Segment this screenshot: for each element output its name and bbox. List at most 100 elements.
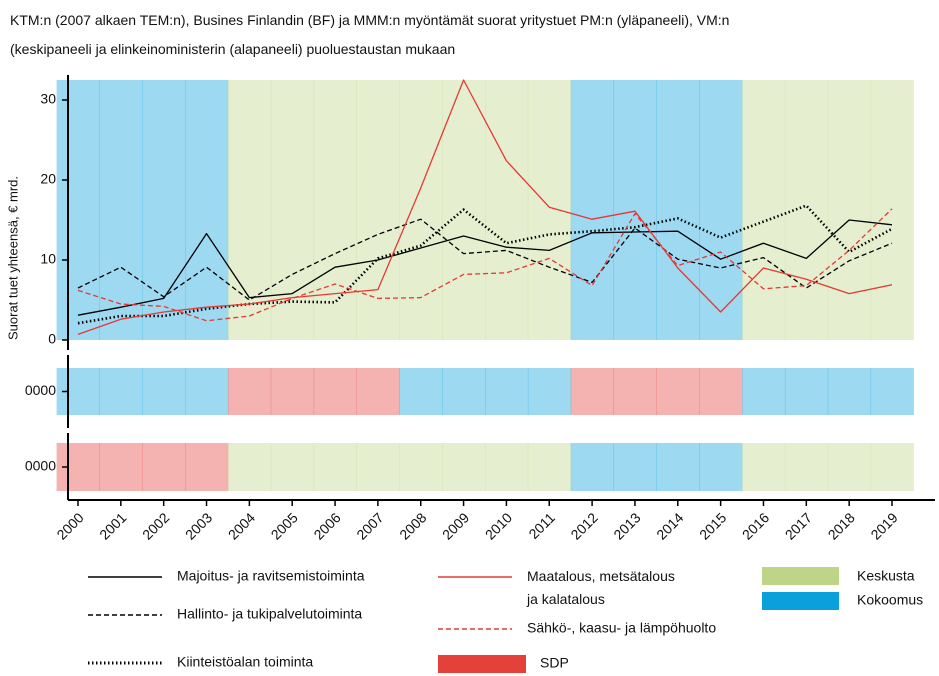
party-band: [442, 443, 486, 491]
party-band: [99, 443, 143, 491]
series-line: [77, 208, 893, 322]
x-tick-label: 2016: [739, 509, 772, 542]
x-tick-label: 2007: [353, 509, 386, 542]
party-band: [356, 443, 400, 491]
party-band: [613, 368, 657, 415]
party-band: [485, 80, 529, 340]
party-band: [656, 80, 700, 340]
x-tick-label: 2018: [825, 509, 858, 542]
x-tick-label: 2011: [525, 509, 558, 542]
party-band: [227, 443, 272, 491]
x-tick-label: 2015: [696, 509, 729, 542]
legend-label: Majoitus- ja ravitsemistoiminta: [177, 568, 365, 584]
party-band: [399, 368, 443, 415]
legend-label: Kiinteistöalan toiminta: [177, 654, 313, 670]
party-band: [656, 368, 700, 415]
party-band: [742, 443, 786, 491]
legend-label: Hallinto- ja tukipalvelutoiminta: [177, 606, 362, 622]
x-tick-label: 2012: [568, 509, 601, 542]
x-tick-label: 2006: [310, 509, 343, 542]
legend-label: Kokoomus: [857, 592, 923, 608]
party-band: [699, 368, 743, 415]
party-band: [784, 368, 829, 415]
x-tick-label: 2002: [139, 509, 172, 542]
party-band: [56, 80, 100, 340]
panel-tick-label: 0000: [25, 458, 56, 474]
party-band: [142, 368, 186, 415]
party-band: [485, 368, 529, 415]
chart-title: KTM:n (2007 alkaen TEM:n), Busines Finla…: [10, 12, 730, 57]
x-tick-label: 2004: [225, 509, 258, 542]
party-band: [656, 443, 700, 491]
series-line: [77, 218, 893, 301]
panel-tick-label: 0000: [25, 382, 56, 398]
party-band: [742, 368, 786, 415]
party-band: [185, 443, 229, 491]
legend-swatch: [762, 592, 839, 610]
party-band: [527, 443, 572, 491]
legend-label: Sähkö-, kaasu- ja lämpöhuolto: [527, 620, 716, 636]
party-band: [870, 443, 914, 491]
party-band: [527, 368, 572, 415]
x-tick-label: 2000: [53, 509, 86, 542]
party-band: [827, 80, 872, 340]
party-band: [742, 80, 786, 340]
x-tick-label: 2019: [867, 509, 900, 542]
party-band: [313, 80, 357, 340]
party-band: [827, 368, 872, 415]
party-band: [227, 368, 272, 415]
y-tick-label: 10: [40, 251, 56, 267]
x-tick-label: 2008: [396, 509, 429, 542]
party-band: [142, 443, 186, 491]
legend-swatch: [438, 655, 526, 673]
party-band: [442, 368, 486, 415]
x-tick-label: 2017: [782, 509, 815, 542]
party-band: [227, 80, 272, 340]
party-band: [270, 368, 315, 415]
party-band: [527, 80, 572, 340]
party-band: [870, 368, 914, 415]
party-band: [570, 443, 615, 491]
party-band: [699, 80, 743, 340]
party-band: [270, 80, 315, 340]
party-band: [870, 80, 914, 340]
party-band: [356, 368, 400, 415]
party-band: [399, 80, 443, 340]
party-band: [185, 368, 229, 415]
x-tick-label: 2001: [96, 509, 129, 542]
party-band: [99, 80, 143, 340]
legend-label: SDP: [540, 655, 569, 671]
legend-label: Maatalous, metsätalous ja kalatalous: [526, 568, 675, 607]
x-tick-label: 2005: [268, 509, 301, 542]
series-line: [77, 79, 893, 336]
party-band: [356, 80, 400, 340]
y-tick-label: 0: [48, 331, 56, 347]
party-band: [185, 80, 229, 340]
series-line: [77, 219, 893, 316]
x-tick-label: 2013: [610, 509, 643, 542]
x-tick-label: 2010: [482, 509, 515, 542]
party-band: [570, 80, 615, 340]
x-tick-label: 2003: [182, 509, 215, 542]
party-band: [827, 443, 872, 491]
party-band: [613, 80, 657, 340]
party-band: [699, 443, 743, 491]
legend-label: Keskusta: [857, 568, 915, 584]
party-band: [99, 368, 143, 415]
legend-swatch: [762, 567, 839, 585]
party-band: [485, 443, 529, 491]
party-band: [399, 443, 443, 491]
y-tick-label: 20: [40, 171, 56, 187]
x-tick-label: 2014: [653, 509, 686, 542]
party-band: [313, 368, 357, 415]
party-band: [613, 443, 657, 491]
y-tick-label: 30: [40, 91, 56, 107]
y-axis-label: Suorat tuet yhteensä, € mrd.: [5, 176, 20, 340]
party-band: [313, 443, 357, 491]
party-band: [784, 80, 829, 340]
x-tick-label: 2009: [439, 509, 472, 542]
party-band: [570, 368, 615, 415]
party-band: [270, 443, 315, 491]
